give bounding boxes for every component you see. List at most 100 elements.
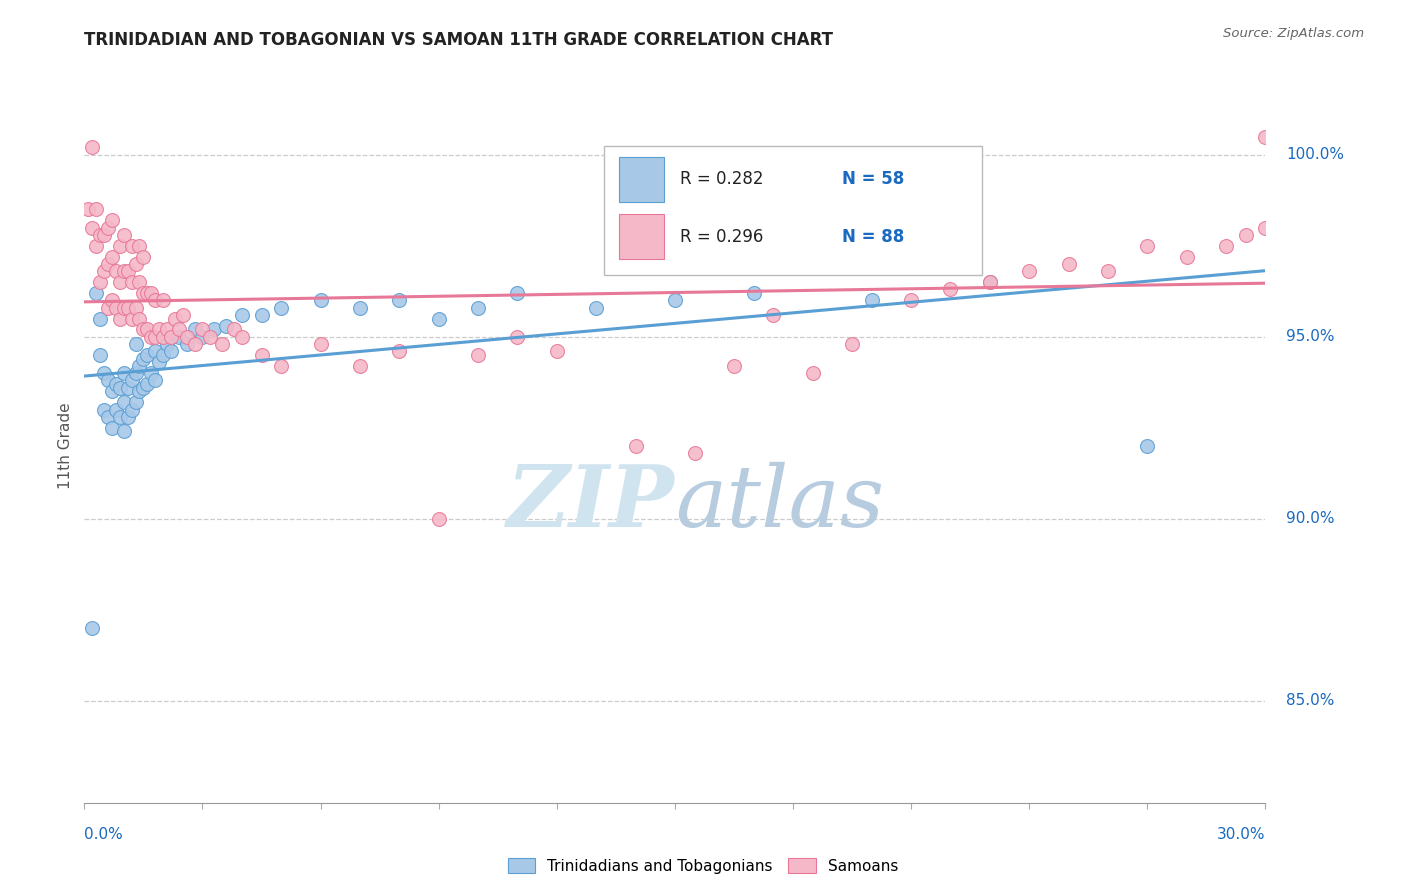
Point — [141, 330, 163, 344]
Point — [467, 348, 489, 362]
Point — [132, 351, 155, 366]
Point — [124, 395, 146, 409]
Point — [860, 293, 883, 308]
Point — [1313, 250, 1336, 264]
Point — [427, 311, 450, 326]
Point — [1018, 264, 1040, 278]
Point — [979, 275, 1001, 289]
Point — [152, 293, 174, 308]
Point — [1333, 239, 1355, 253]
Point — [202, 322, 225, 336]
Point — [160, 330, 183, 344]
Point — [93, 366, 115, 380]
Point — [143, 374, 166, 388]
Point — [93, 264, 115, 278]
Point — [124, 366, 146, 380]
Point — [1136, 439, 1159, 453]
Point — [148, 355, 170, 369]
Point — [148, 322, 170, 336]
Point — [506, 330, 529, 344]
Point — [108, 275, 131, 289]
Point — [128, 359, 150, 373]
Point — [121, 275, 143, 289]
Point — [141, 286, 163, 301]
Point — [1057, 257, 1080, 271]
Point — [117, 264, 139, 278]
Point — [77, 202, 100, 217]
Point — [93, 227, 115, 242]
Point — [97, 374, 120, 388]
Point — [1097, 264, 1119, 278]
Point — [141, 366, 163, 380]
Point — [117, 409, 139, 424]
Point — [89, 275, 111, 289]
Point — [841, 337, 863, 351]
Point — [97, 409, 120, 424]
Point — [349, 301, 371, 315]
Point — [101, 384, 124, 399]
Point — [136, 286, 159, 301]
Point — [143, 344, 166, 359]
Point — [84, 286, 107, 301]
Text: 100.0%: 100.0% — [1286, 147, 1344, 162]
Point — [1136, 239, 1159, 253]
Point — [128, 275, 150, 289]
Point — [742, 286, 765, 301]
Point — [97, 257, 120, 271]
Text: 0.0%: 0.0% — [84, 827, 124, 841]
Point — [108, 409, 131, 424]
Point — [183, 337, 205, 351]
Point — [1274, 239, 1296, 253]
Point — [250, 348, 273, 362]
Point — [112, 425, 135, 439]
Point — [1294, 264, 1316, 278]
Point — [112, 227, 135, 242]
Point — [160, 344, 183, 359]
Point — [82, 621, 104, 635]
Text: R = 0.282: R = 0.282 — [679, 170, 763, 188]
Point — [101, 293, 124, 308]
Point — [167, 330, 190, 344]
Point — [136, 348, 159, 362]
Point — [467, 301, 489, 315]
Bar — [619, 214, 665, 260]
Point — [167, 322, 190, 336]
Text: N = 88: N = 88 — [842, 227, 904, 246]
Point — [121, 239, 143, 253]
Point — [108, 239, 131, 253]
Point — [143, 293, 166, 308]
Point — [309, 293, 332, 308]
Text: 90.0%: 90.0% — [1286, 511, 1334, 526]
Point — [172, 308, 194, 322]
Point — [84, 239, 107, 253]
Point — [112, 264, 135, 278]
Point — [121, 374, 143, 388]
Point — [250, 308, 273, 322]
Point — [101, 213, 124, 227]
Point — [104, 264, 127, 278]
Point — [97, 301, 120, 315]
Point — [270, 359, 292, 373]
Point — [723, 359, 745, 373]
Point — [97, 220, 120, 235]
Point — [309, 337, 332, 351]
Point — [183, 322, 205, 336]
Text: TRINIDADIAN AND TOBAGONIAN VS SAMOAN 11TH GRADE CORRELATION CHART: TRINIDADIAN AND TOBAGONIAN VS SAMOAN 11T… — [84, 31, 834, 49]
Point — [117, 301, 139, 315]
Point — [801, 366, 824, 380]
Point — [152, 348, 174, 362]
Point — [270, 301, 292, 315]
Point — [191, 322, 214, 336]
Point — [128, 384, 150, 399]
Point — [124, 257, 146, 271]
Text: Source: ZipAtlas.com: Source: ZipAtlas.com — [1223, 27, 1364, 40]
Text: 30.0%: 30.0% — [1218, 827, 1265, 841]
Point — [546, 344, 568, 359]
Point — [121, 311, 143, 326]
Point — [231, 308, 253, 322]
Point — [89, 348, 111, 362]
Point — [136, 322, 159, 336]
Point — [101, 250, 124, 264]
Point — [117, 381, 139, 395]
Point — [89, 311, 111, 326]
